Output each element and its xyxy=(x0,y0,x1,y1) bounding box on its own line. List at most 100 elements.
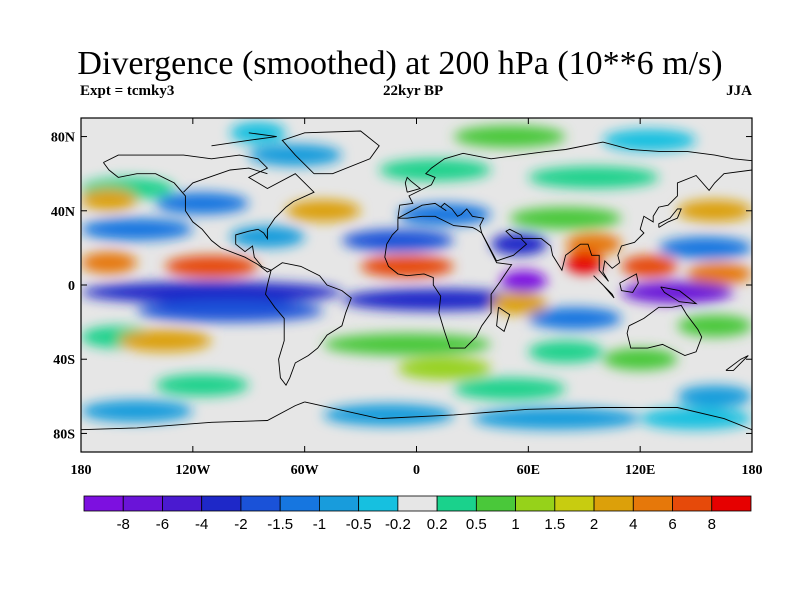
colorbar-label: -8 xyxy=(117,516,130,533)
field-region xyxy=(509,207,622,230)
lat-tick-label: 40N xyxy=(51,205,75,220)
experiment-label: Expt = tcmky3 xyxy=(80,83,175,99)
lon-tick-label: 60W xyxy=(291,463,319,478)
season-label: JJA xyxy=(726,83,752,99)
field-region xyxy=(81,281,342,304)
colorbar: -8 -6 -4 -2 -1.5 -1 -0.5 -0.2 0.2 0.5 1 1.5 2 4 6 8 xyxy=(83,495,752,533)
field-region xyxy=(602,129,697,152)
field-region xyxy=(677,199,752,222)
lon-tick-label: 60E xyxy=(517,463,540,478)
colorbar-label: 6 xyxy=(668,516,676,533)
coastline xyxy=(660,286,698,305)
field-region xyxy=(286,199,361,222)
field-region xyxy=(397,203,492,226)
field-region xyxy=(677,385,752,408)
field-region xyxy=(528,307,622,330)
field-region xyxy=(81,400,193,423)
coastline xyxy=(81,401,305,431)
field-region xyxy=(677,314,752,337)
colorbar-swatch xyxy=(319,495,360,512)
field-region xyxy=(472,407,641,430)
field-region xyxy=(453,377,566,400)
period-label: 22kyr BP xyxy=(383,83,444,99)
colorbar-swatch xyxy=(201,495,242,512)
field-region xyxy=(323,403,454,426)
colorbar-swatch xyxy=(436,495,477,512)
colorbar-label: -1.5 xyxy=(267,516,293,533)
field-region xyxy=(164,255,259,278)
colorbar-swatch xyxy=(279,495,320,512)
field-region xyxy=(565,233,622,256)
field-region xyxy=(341,288,529,311)
lon-tick-label: 180 xyxy=(742,463,763,478)
colorbar-label: 1.5 xyxy=(544,516,565,533)
field-region xyxy=(230,121,287,144)
coastline xyxy=(619,273,639,293)
field-region xyxy=(621,281,734,304)
field-region xyxy=(528,166,659,189)
divergence-field xyxy=(81,121,752,430)
colorbar-label: 0.5 xyxy=(466,516,487,533)
colorbar-label: -0.2 xyxy=(385,516,411,533)
colorbar-swatch xyxy=(358,495,399,512)
coastline xyxy=(211,132,277,147)
axis-ticks: 80N 40N 0 40S 80S 180 120W 60W 0 60E 120E 180 xyxy=(51,118,763,478)
lat-tick-label: 0 xyxy=(68,279,75,294)
field-region xyxy=(81,218,193,241)
colorbar-label: -1 xyxy=(313,516,326,533)
lat-tick-label: 40S xyxy=(53,353,75,368)
colorbar-label: 8 xyxy=(708,516,716,533)
colorbar-label: -2 xyxy=(234,516,247,533)
field-region xyxy=(136,299,324,322)
field-region xyxy=(379,158,492,181)
field-region xyxy=(602,348,678,371)
field-region xyxy=(323,333,492,356)
field-region xyxy=(155,192,249,215)
field-region xyxy=(81,251,137,274)
colorbar-label: -4 xyxy=(195,516,208,533)
colorbar-swatch xyxy=(162,495,203,512)
colorbar-swatch xyxy=(240,495,281,512)
colorbar-label: 2 xyxy=(590,516,598,533)
coastline xyxy=(496,306,511,333)
field-region xyxy=(397,357,492,380)
coastline xyxy=(593,275,615,299)
colorbar-label: -0.5 xyxy=(346,516,372,533)
field-region xyxy=(491,292,547,315)
colorbar-swatch xyxy=(475,495,516,512)
field-region xyxy=(453,125,566,148)
colorbar-label: 4 xyxy=(629,516,637,533)
colorbar-label: 1 xyxy=(511,516,519,533)
field-region xyxy=(500,270,547,293)
coastline xyxy=(183,167,268,193)
coastline xyxy=(397,141,752,282)
coastline xyxy=(103,154,315,273)
field-region xyxy=(686,262,752,285)
colorbar-swatch xyxy=(632,495,673,512)
lat-tick-label: 80S xyxy=(53,427,75,442)
colorbar-label: -6 xyxy=(156,516,169,533)
field-region xyxy=(621,255,678,278)
field-region xyxy=(155,374,249,397)
field-region xyxy=(565,251,603,274)
colorbar-swatch xyxy=(397,495,438,512)
field-region xyxy=(491,233,547,256)
lon-tick-label: 120E xyxy=(625,463,655,478)
field-region xyxy=(658,236,752,259)
coastline xyxy=(404,176,422,193)
colorbar-swatch xyxy=(672,495,713,512)
field-region xyxy=(81,188,137,211)
colorbar-swatch xyxy=(515,495,556,512)
colorbar-swatch xyxy=(122,495,163,512)
coastline xyxy=(281,130,380,175)
lon-tick-label: 0 xyxy=(413,463,420,478)
coastlines xyxy=(81,130,752,431)
colorbar-label: 0.2 xyxy=(427,516,448,533)
field-region xyxy=(341,229,454,252)
coastline xyxy=(265,262,352,387)
coastline xyxy=(658,208,682,228)
colorbar-swatch xyxy=(83,495,124,512)
colorbar-swatch xyxy=(711,495,752,512)
coastline xyxy=(725,355,749,371)
